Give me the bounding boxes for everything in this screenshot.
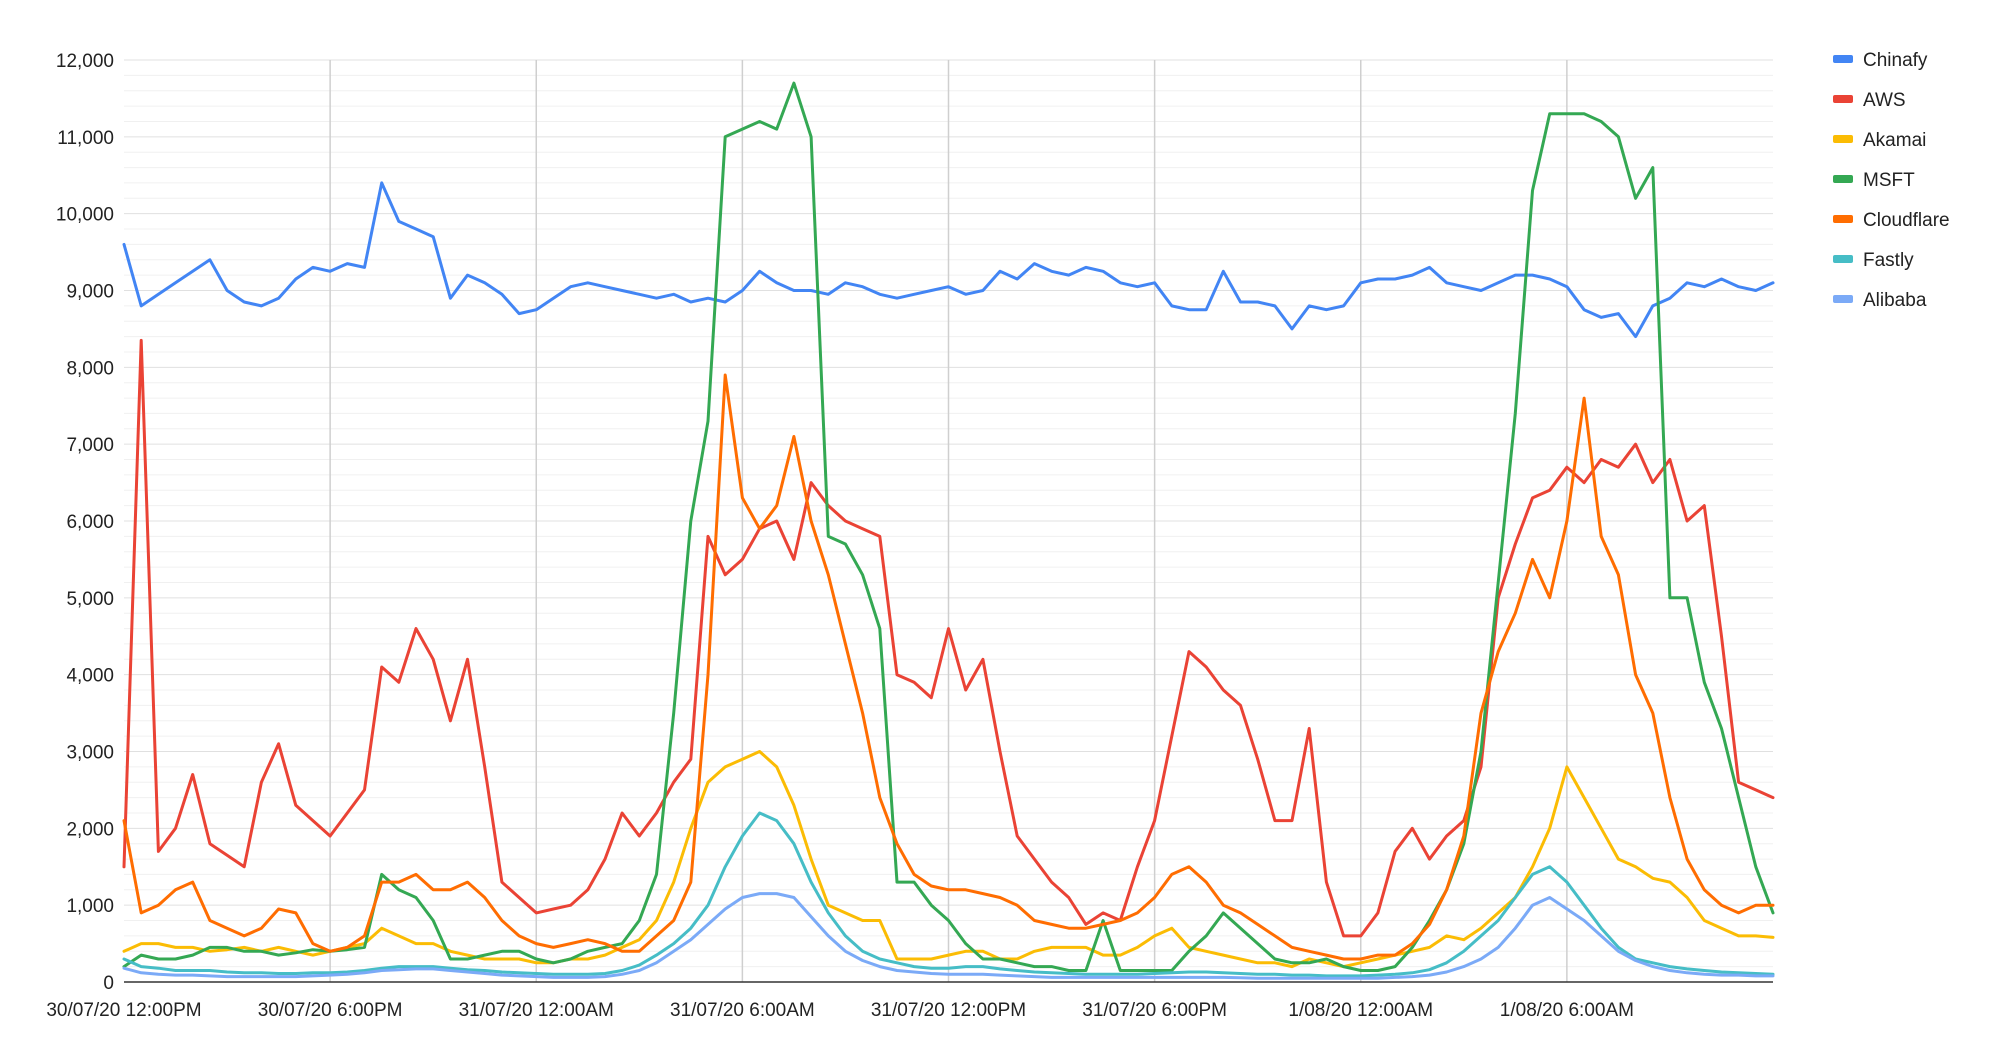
series-line-fastly xyxy=(122,811,1775,978)
legend-swatch xyxy=(1833,135,1853,143)
grid xyxy=(124,59,1773,983)
legend-swatch xyxy=(1833,95,1853,103)
y-tick-label: 5,000 xyxy=(66,589,114,610)
legend: Chinafy AWS Akamai MSFT Cloudflare Fastly Alib… xyxy=(1833,50,1950,311)
legend-item-aws: AWS xyxy=(1833,90,1906,111)
x-tick-label: 1/08/20 6:00AM xyxy=(1500,1000,1634,1021)
y-tick-label: 12,000 xyxy=(56,51,114,72)
legend-swatch xyxy=(1833,55,1853,63)
y-tick-label: 0 xyxy=(103,973,114,994)
y-tick-label: 10,000 xyxy=(56,205,114,226)
series-line-cloudflare xyxy=(122,373,1775,961)
legend-item-fastly: Fastly xyxy=(1833,250,1914,271)
x-tick-label: 30/07/20 6:00PM xyxy=(258,1000,403,1021)
legend-item-chinafy: Chinafy xyxy=(1833,50,1928,71)
y-axis-ticks: 0 1,000 2,000 3,000 4,000 5,000 6,000 7,000 8,00… xyxy=(56,51,114,994)
series-line-msft xyxy=(122,81,1775,972)
x-axis-ticks: 30/07/20 12:00PM 30/07/20 6:00PM 31/07/20 … xyxy=(46,1000,1634,1021)
legend-swatch xyxy=(1833,295,1853,303)
legend-label: Alibaba xyxy=(1863,290,1927,311)
legend-swatch xyxy=(1833,215,1853,223)
series-line-aws xyxy=(122,338,1775,938)
series-line-akamai xyxy=(122,750,1775,969)
legend-label: Fastly xyxy=(1863,250,1914,271)
y-tick-label: 4,000 xyxy=(66,666,114,687)
y-tick-label: 2,000 xyxy=(66,819,114,840)
legend-label: MSFT xyxy=(1863,170,1915,191)
x-tick-label: 30/07/20 12:00PM xyxy=(46,1000,201,1021)
x-tick-label: 1/08/20 12:00AM xyxy=(1288,1000,1433,1021)
legend-swatch xyxy=(1833,175,1853,183)
legend-label: AWS xyxy=(1863,90,1906,111)
y-tick-label: 3,000 xyxy=(66,743,114,764)
series-line-alibaba xyxy=(122,892,1775,980)
x-tick-label: 31/07/20 6:00AM xyxy=(670,1000,815,1021)
legend-item-msft: MSFT xyxy=(1833,170,1915,191)
legend-label: Chinafy xyxy=(1863,50,1928,71)
y-tick-label: 8,000 xyxy=(66,358,114,379)
x-tick-label: 31/07/20 12:00AM xyxy=(459,1000,614,1021)
legend-label: Akamai xyxy=(1863,130,1926,151)
y-tick-label: 6,000 xyxy=(66,512,114,533)
y-tick-label: 7,000 xyxy=(66,435,114,456)
y-tick-label: 9,000 xyxy=(66,282,114,303)
legend-item-alibaba: Alibaba xyxy=(1833,290,1927,311)
legend-item-akamai: Akamai xyxy=(1833,130,1926,151)
legend-swatch xyxy=(1833,255,1853,263)
legend-item-cloudflare: Cloudflare xyxy=(1833,210,1950,231)
y-tick-label: 1,000 xyxy=(66,896,114,917)
series-line-chinafy xyxy=(122,181,1775,339)
legend-label: Cloudflare xyxy=(1863,210,1950,231)
y-tick-label: 11,000 xyxy=(57,128,114,149)
series-lines xyxy=(122,81,1775,980)
x-tick-label: 31/07/20 6:00PM xyxy=(1082,1000,1227,1021)
x-tick-label: 31/07/20 12:00PM xyxy=(871,1000,1026,1021)
